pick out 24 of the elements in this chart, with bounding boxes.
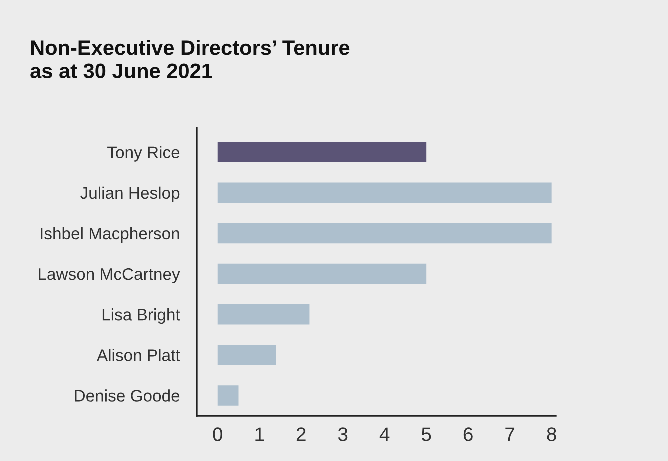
x-tick-label: 2 [296, 428, 306, 442]
y-tick-label: Denise Goode [75, 390, 180, 402]
x-tick-label: 0 [213, 428, 223, 442]
bar [218, 142, 427, 162]
chart-title: Non-Executive Directors’ Tenure as at 30 June 2021 [30, 40, 350, 79]
x-tick-label: 8 [547, 428, 556, 442]
bar [218, 386, 239, 406]
bar [218, 304, 310, 325]
x-tick-label: 6 [464, 428, 473, 442]
x-tick-label: 1 [256, 428, 264, 442]
x-tick-label: 7 [506, 428, 515, 442]
y-tick-label: Ishbel Macpherson [41, 227, 180, 243]
y-tick-label: Alison Platt [96, 349, 180, 362]
y-tick-label: Julian Heslop [80, 186, 180, 202]
bar [218, 345, 276, 366]
x-tick-label: 3 [338, 428, 348, 442]
bar [218, 182, 552, 204]
y-tick-label: Lisa Bright [102, 308, 180, 324]
bar [218, 264, 427, 284]
bar [218, 223, 552, 244]
x-tick-label: 4 [380, 428, 390, 442]
x-tick-label: 5 [422, 428, 432, 442]
y-tick-label: Lawson McCartney [39, 268, 180, 284]
y-tick-label: Tony Rice [108, 146, 180, 162]
